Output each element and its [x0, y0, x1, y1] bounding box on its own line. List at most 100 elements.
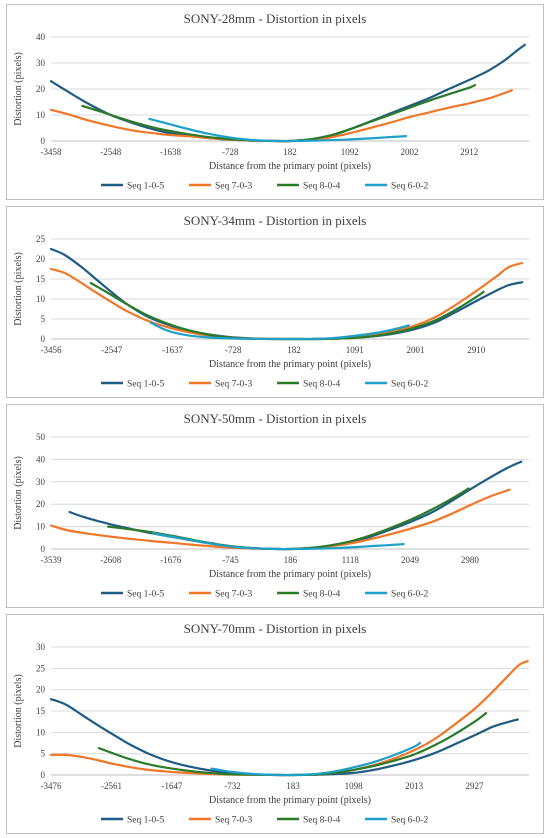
legend-label: Seq 8-0-4 [303, 816, 340, 826]
series-line-seq-1-0-5 [68, 460, 523, 551]
y-tick-label: 20 [36, 685, 46, 695]
x-tick-label: -1676 [160, 555, 181, 565]
x-tick-label: -3539 [41, 555, 62, 565]
x-tick-label: 186 [284, 555, 298, 565]
x-tick-label: -3476 [41, 781, 62, 791]
x-tick-label: 182 [287, 345, 301, 355]
x-tick-label: 2049 [401, 555, 420, 565]
y-tick-label: 10 [36, 727, 46, 737]
series-line-seq-7-0-3 [49, 488, 511, 551]
x-tick-label: -1638 [160, 147, 181, 157]
chart-28mm: SONY-28mm - Distortion in pixels 0 10 20 30 4… [13, 11, 529, 192]
y-tick-label: 20 [36, 254, 46, 264]
legend-label: Seq 1-0-5 [127, 182, 164, 192]
series-line-seq-6-0-2 [148, 117, 408, 143]
legend-label: Seq 7-0-3 [215, 590, 252, 600]
x-tick-label: -3458 [41, 147, 62, 157]
x-tick-label: 2980 [461, 555, 480, 565]
series-line-seq-7-0-3 [49, 89, 513, 143]
chart-title: SONY-28mm - Distortion in pixels [184, 11, 367, 26]
y-axis-label: Distortion (pixels) [13, 52, 24, 126]
legend-label: Seq 7-0-3 [215, 816, 252, 826]
x-tick-label: 183 [286, 781, 300, 791]
y-tick-label: 0 [41, 544, 46, 554]
x-tick-label: -728 [222, 147, 239, 157]
series-line-seq-8-0-4 [107, 487, 470, 551]
series-line-seq-7-0-3 [49, 660, 529, 777]
y-axis-label: Distortion (pixels) [13, 456, 24, 530]
chart-panel-34mm: SONY-34mm - Distortion in pixels 0 5 10 15 20… [6, 206, 544, 398]
x-tick-label: 1092 [341, 147, 359, 157]
series-line-seq-6-0-2 [152, 532, 405, 551]
x-tick-label: 2001 [407, 345, 425, 355]
y-tick-label: 20 [36, 499, 46, 509]
y-tick-label: 25 [36, 663, 46, 673]
chart-title: SONY-34mm - Distortion in pixels [184, 213, 367, 228]
y-tick-label: 0 [41, 334, 46, 344]
x-tick-label: 2013 [405, 781, 424, 791]
x-axis-label: Distance from the primary point (pixels) [209, 795, 371, 806]
x-tick-label: 2927 [466, 781, 485, 791]
x-tick-label: -2561 [101, 781, 122, 791]
x-axis-label: Distance from the primary point (pixels) [209, 161, 371, 172]
y-tick-label: 0 [41, 136, 46, 146]
legend-label: Seq 7-0-3 [215, 380, 252, 390]
legend-label: Seq 8-0-4 [303, 380, 340, 390]
chart-70mm: SONY-70mm - Distortion in pixels 0 5 10 15 20… [13, 621, 529, 826]
y-axis-label: Distortion (pixels) [13, 674, 24, 748]
chart-50mm: SONY-50mm - Distortion in pixels 0 10 20 30 4… [13, 411, 529, 600]
chart-panel-28mm: SONY-28mm - Distortion in pixels 0 10 20 30 4… [6, 4, 544, 200]
legend-label: Seq 1-0-5 [127, 590, 164, 600]
y-tick-label: 5 [41, 749, 46, 759]
legend-label: Seq 6-0-2 [391, 380, 428, 390]
x-tick-label: -2608 [100, 555, 121, 565]
x-tick-label: 1118 [342, 555, 360, 565]
x-tick-label: 1091 [346, 345, 364, 355]
y-tick-label: 15 [36, 274, 46, 284]
y-tick-label: 25 [36, 234, 46, 244]
y-tick-label: 10 [36, 294, 46, 304]
x-tick-label: 2910 [467, 345, 486, 355]
y-tick-label: 40 [36, 32, 46, 42]
chart-title: SONY-70mm - Distortion in pixels [184, 621, 367, 636]
x-axis-label: Distance from the primary point (pixels) [209, 359, 371, 370]
chart-34mm: SONY-34mm - Distortion in pixels 0 5 10 15 20… [13, 213, 529, 390]
x-tick-label: -1637 [162, 345, 183, 355]
x-tick-label: -2547 [101, 345, 122, 355]
legend-label: Seq 7-0-3 [215, 182, 252, 192]
legend-label: Seq 6-0-2 [391, 590, 428, 600]
chart-panel-50mm: SONY-50mm - Distortion in pixels 0 10 20 30 4… [6, 404, 544, 608]
y-tick-label: 0 [41, 770, 46, 780]
series-line-seq-8-0-4 [89, 281, 485, 341]
x-tick-label: 2912 [460, 147, 478, 157]
y-tick-label: 40 [36, 454, 46, 464]
legend-label: Seq 1-0-5 [127, 380, 164, 390]
x-tick-label: 182 [283, 147, 297, 157]
x-tick-label: 2002 [401, 147, 419, 157]
legend-label: Seq 8-0-4 [303, 182, 340, 192]
legend-label: Seq 6-0-2 [391, 182, 428, 192]
series-line-seq-6-0-2 [210, 741, 421, 777]
y-tick-label: 15 [36, 706, 46, 716]
legend-label: Seq 1-0-5 [127, 816, 164, 826]
x-tick-label: 1098 [345, 781, 364, 791]
legend-label: Seq 8-0-4 [303, 590, 340, 600]
x-tick-label: -728 [225, 345, 242, 355]
y-tick-label: 5 [41, 314, 46, 324]
y-tick-label: 30 [36, 58, 46, 68]
legend-label: Seq 6-0-2 [391, 816, 428, 826]
y-tick-label: 20 [36, 84, 46, 94]
y-axis-label: Distortion (pixels) [13, 252, 24, 326]
y-tick-label: 30 [36, 477, 46, 487]
chart-panel-70mm: SONY-70mm - Distortion in pixels 0 5 10 15 20… [6, 614, 544, 834]
series-line-seq-1-0-5 [49, 247, 524, 341]
chart-title: SONY-50mm - Distortion in pixels [184, 411, 367, 426]
x-tick-label: -745 [222, 555, 239, 565]
y-tick-label: 10 [36, 110, 46, 120]
y-tick-label: 30 [36, 642, 46, 652]
x-tick-label: -2548 [100, 147, 121, 157]
x-axis-label: Distance from the primary point (pixels) [209, 569, 371, 580]
x-tick-label: -732 [224, 781, 241, 791]
y-tick-label: 10 [36, 522, 46, 532]
x-tick-label: -3456 [41, 345, 62, 355]
